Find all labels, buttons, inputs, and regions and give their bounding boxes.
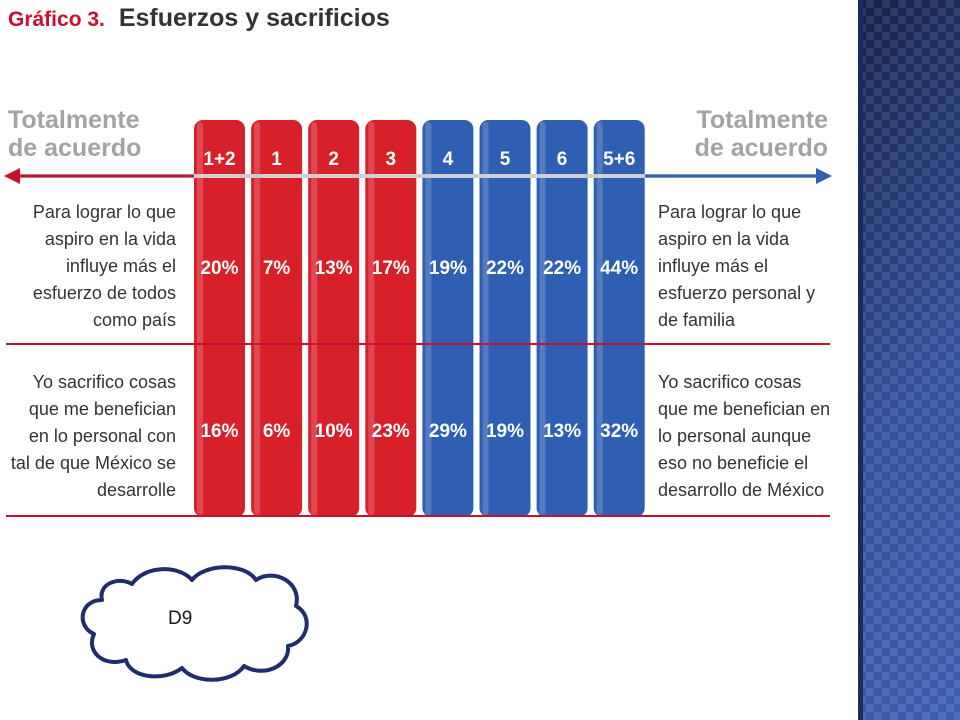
value-label: 13% [543,421,581,442]
right-statement-line: desarrollo de México [658,480,824,500]
right-statement-line: lo personal aunque [658,426,811,446]
value-label: 32% [600,421,638,442]
column-bar-8 [593,120,645,517]
value-label: 7% [263,258,291,279]
left-scale-label: Totalmente [8,106,140,134]
cloud-shape [80,565,309,682]
right-statement-line: influye más el [658,256,768,276]
value-label: 22% [486,258,524,279]
column-bar-5 [422,120,474,517]
column-bar-highlight [539,122,546,515]
column-bar-7 [536,120,588,517]
left-statement-line: aspiro en la vida [45,229,177,249]
right-statement-line: que me benefician en [658,399,830,419]
right-statement-line: Para lograr lo que [658,202,801,222]
chart-title-main: Esfuerzos y sacrificios [119,4,390,32]
column-bar-4 [365,120,417,517]
right-statement-line: esfuerzo personal y [658,283,815,303]
column-bar-highlight [311,122,318,515]
column-bar-highlight [368,122,375,515]
column-header-label: 6 [557,149,568,170]
column-header-label: 3 [386,149,397,170]
left-statement-line: Yo sacrifico cosas [33,372,176,392]
column-header-label: 1 [271,149,282,170]
right-scale-label: Totalmente [697,106,829,134]
column-header-label: 4 [443,149,454,170]
chart: Gráfico 3. Esfuerzos y sacrificios 1+2 1 2… [4,4,832,517]
left-statement-line: desarrolle [97,480,176,500]
value-label: 44% [600,258,638,279]
left-arrow-icon [4,168,20,184]
value-label: 19% [486,421,524,442]
cloud-label: D9 [168,608,193,629]
value-label: 22% [543,258,581,279]
value-label: 10% [315,421,353,442]
column-bar-1 [194,120,245,517]
right-scale-label: de acuerdo [695,134,828,162]
right-statement-line: aspiro en la vida [658,229,790,249]
value-label: 13% [315,258,353,279]
left-statement-line: esfuerzo de todos [33,283,176,303]
column-header-label: 2 [328,149,339,170]
left-statement-line: Para lograr lo que [33,202,176,222]
value-label: 19% [429,258,467,279]
side-decorative-panel [858,0,960,720]
left-statement-line: en lo personal con [29,426,176,446]
column-header-label: 1+2 [203,149,235,170]
left-statement-line: influye más el [66,256,176,276]
value-label: 29% [429,421,467,442]
svg-text:Gráfico 3. Esfuerzos y: Gráfico 3. Esfuerzos y sacrificios [8,4,390,32]
value-label: 23% [372,421,410,442]
right-arrow-icon [816,168,832,184]
column-bar-highlight [197,122,203,515]
left-statement-line: tal de que México se [11,453,176,473]
column-bar-highlight [425,122,432,515]
value-label: 6% [263,421,291,442]
column-bar-3 [308,120,360,517]
left-scale-label: de acuerdo [8,134,141,162]
column-bar-2 [251,120,303,517]
value-label: 16% [200,421,238,442]
chart-title-prefix: Gráfico 3. [8,8,105,31]
column-bar-6 [479,120,531,517]
left-statement-line: como país [93,310,176,330]
column-bar-highlight [482,122,489,515]
left-statement-line: que me benefician [29,399,176,419]
right-statement-line: Yo sacrifico cosas [658,372,801,392]
right-statement-line: eso no beneficie el [658,453,808,473]
column-header-label: 5+6 [603,149,635,170]
chart-title: Gráfico 3. Esfuerzos y sacrificios [8,4,390,32]
value-label: 17% [372,258,410,279]
value-label: 20% [200,258,238,279]
column-header-label: 5 [500,149,511,170]
column-bar-highlight [596,122,603,515]
column-bar-highlight [254,122,261,515]
right-statement-line: de familia [658,310,736,330]
